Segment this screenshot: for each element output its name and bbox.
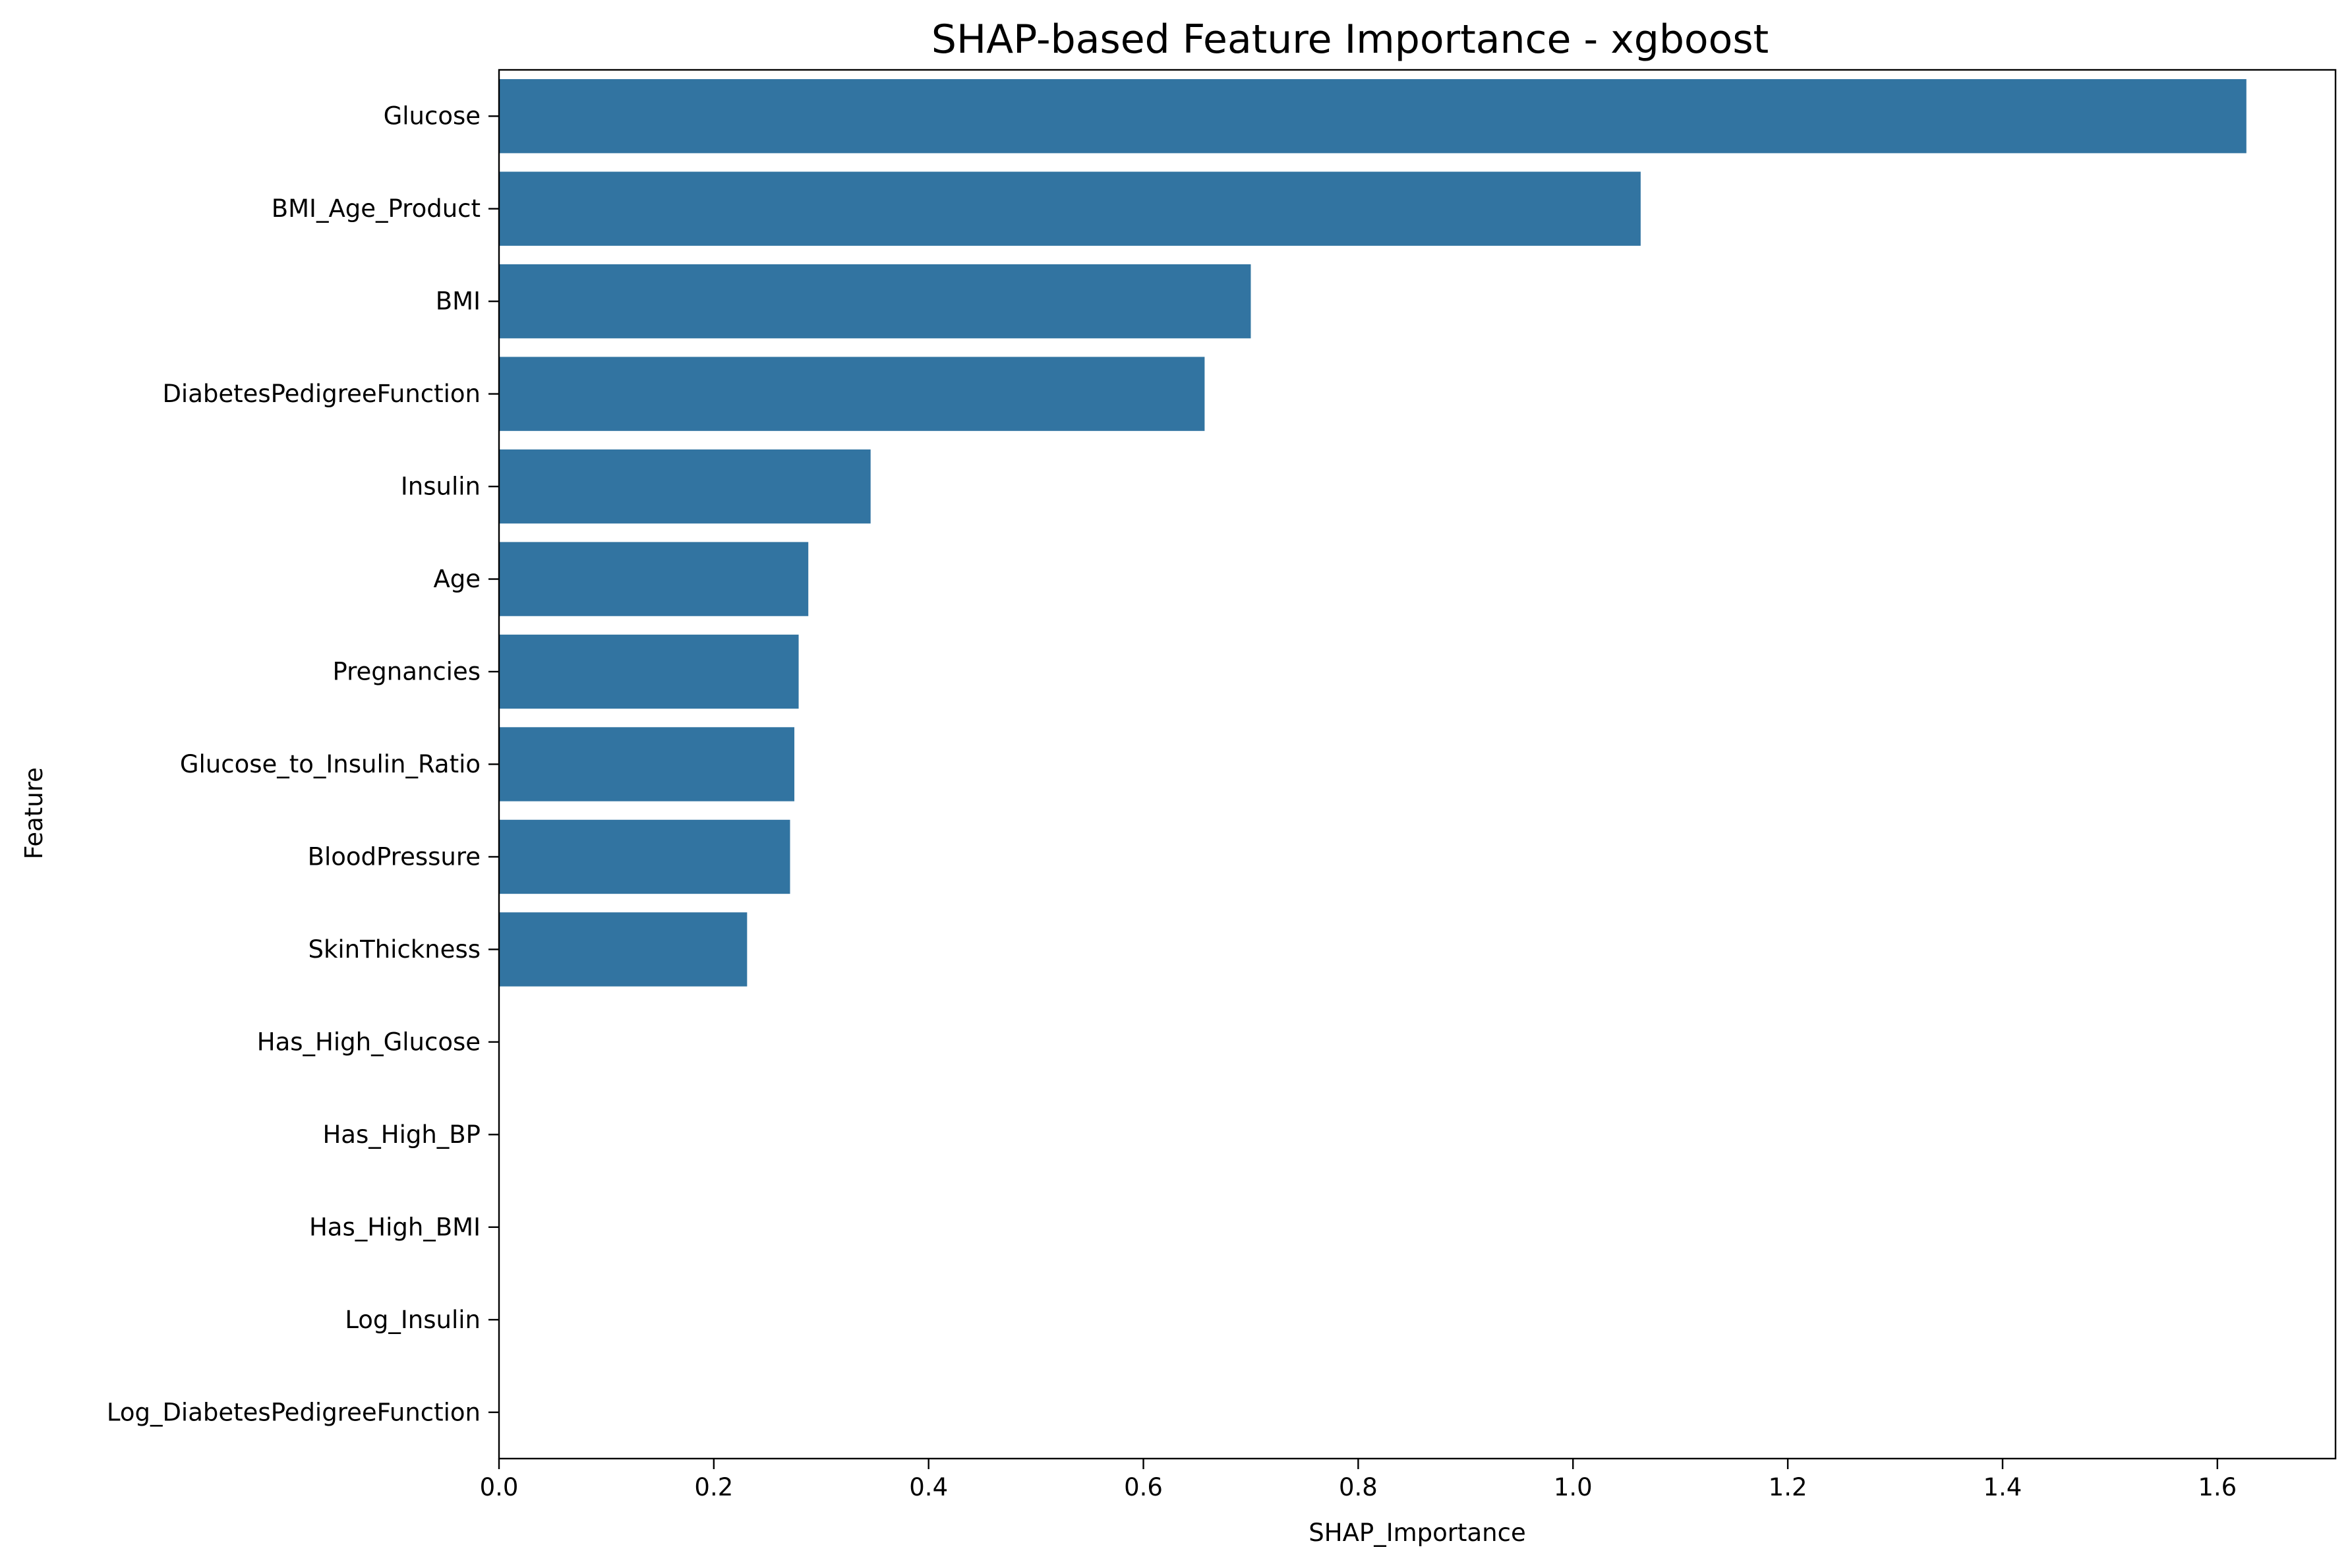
x-tick-label: 0.6 <box>1124 1473 1163 1501</box>
y-tick-label: Has_High_BMI <box>309 1213 481 1241</box>
y-ticks-group: Glucose BMI_Age_Product BMI DiabetesPedigre… <box>107 102 499 1426</box>
x-tick-label: 1.4 <box>1984 1473 2022 1501</box>
bar-bmi-age-product <box>499 171 1641 246</box>
x-tick-label: 0.8 <box>1339 1473 1378 1501</box>
axes-frame <box>498 69 2337 1460</box>
x-tick-label: 1.0 <box>1554 1473 1593 1501</box>
x-tick-label: 1.2 <box>1769 1473 1808 1501</box>
y-tick-label: Log_DiabetesPedigreeFunction <box>107 1398 481 1426</box>
y-tick-label: Has_High_BP <box>322 1120 481 1149</box>
bar-bmi <box>499 264 1251 339</box>
y-tick-label: Insulin <box>401 473 481 501</box>
bar-glucose-to-insulin-ratio <box>499 727 795 801</box>
x-tick-label: 0.4 <box>909 1473 948 1501</box>
y-axis-label: Feature <box>20 767 48 859</box>
x-tick-label: 0.2 <box>694 1473 733 1501</box>
x-tick-label: 1.6 <box>2198 1473 2237 1501</box>
x-axis-label: SHAP_Importance <box>1308 1519 1525 1547</box>
y-tick-label: DiabetesPedigreeFunction <box>162 380 481 408</box>
plot-frame <box>498 69 2337 1460</box>
bar-skinthickness <box>499 912 748 987</box>
bar-bloodpressure <box>499 819 790 894</box>
y-tick-label: Has_High_Glucose <box>257 1028 481 1056</box>
bars-group <box>499 79 2247 987</box>
bar-pregnancies <box>499 634 799 709</box>
y-tick-label: SkinThickness <box>308 935 481 964</box>
y-tick-label: Glucose_to_Insulin_Ratio <box>180 750 481 778</box>
bar-age <box>499 542 809 616</box>
y-tick-label: BMI_Age_Product <box>272 194 481 223</box>
x-ticks-group: 0.0 0.2 0.4 0.6 0.8 1.0 1.2 1.4 1.6 <box>480 1459 2237 1501</box>
y-tick-label: BMI <box>436 287 481 316</box>
y-tick-label: BloodPressure <box>308 842 481 871</box>
x-tick-label: 0.0 <box>480 1473 519 1501</box>
bar-glucose <box>499 79 2247 154</box>
y-tick-label: Pregnancies <box>332 658 481 686</box>
bar-diabetespedigreefunction <box>499 357 1205 431</box>
y-tick-label: Glucose <box>384 102 481 131</box>
y-tick-label: Age <box>433 565 481 593</box>
y-tick-label: Log_Insulin <box>345 1306 481 1334</box>
bar-insulin <box>499 449 871 524</box>
chart-title: SHAP-based Feature Importance - xgboost <box>931 16 1769 63</box>
